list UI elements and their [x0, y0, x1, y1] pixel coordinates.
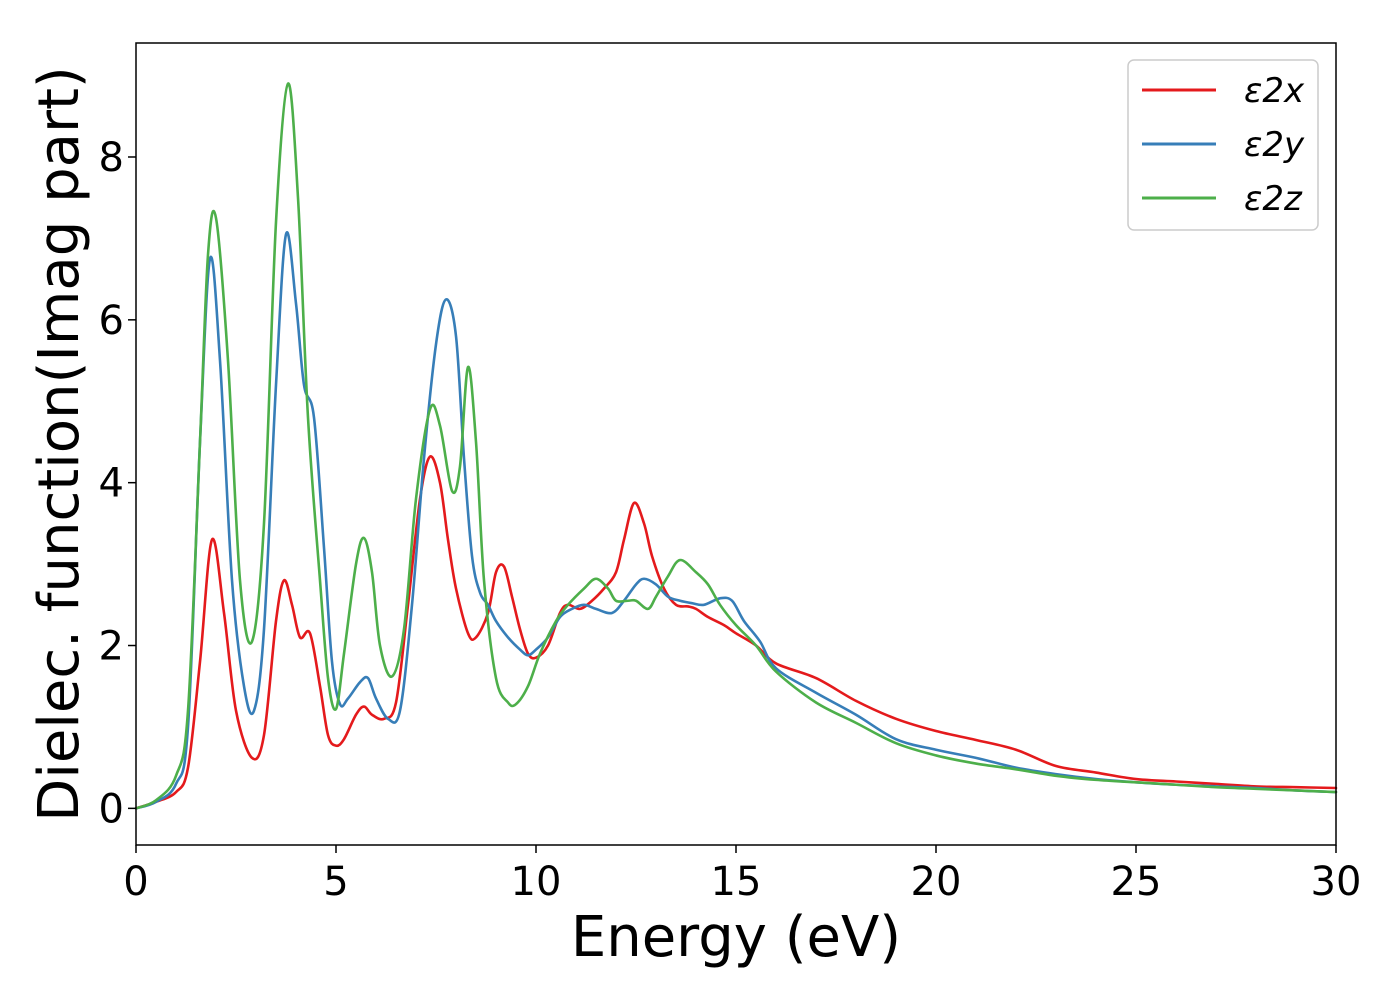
- y-tick-label: 6: [99, 298, 124, 344]
- legend-items: ε2x ε2y ε2z: [1142, 71, 1305, 219]
- y-tick-label: 4: [99, 461, 124, 507]
- series-line-2: [134, 231, 1338, 810]
- x-axis-ticks: 0 5 10 15 20 25 30: [123, 845, 1361, 905]
- y-tick-label: 0: [99, 786, 124, 832]
- x-tick-label: 25: [1111, 859, 1162, 905]
- x-tick-label: 15: [711, 859, 762, 905]
- series-layer: [134, 82, 1338, 810]
- legend-label: ε2x: [1244, 71, 1305, 111]
- legend-label: ε2y: [1244, 125, 1305, 165]
- x-tick-label: 5: [323, 859, 348, 905]
- legend-label: ε2z: [1244, 179, 1303, 219]
- y-tick-label: 8: [99, 135, 124, 181]
- legend-box: [1127, 59, 1319, 231]
- y-axis-ticks: 0 2 4 6 8: [99, 135, 136, 832]
- legend: ε2x ε2y ε2z: [1127, 59, 1319, 231]
- x-tick-label: 20: [911, 859, 962, 905]
- x-tick-label: 0: [123, 859, 148, 905]
- y-tick-label: 2: [99, 624, 124, 670]
- series-line-1: [134, 455, 1338, 810]
- series-line-3: [134, 82, 1338, 810]
- x-tick-label: 30: [1311, 859, 1362, 905]
- x-axis-label: Energy (eV): [571, 905, 901, 970]
- x-tick-label: 10: [511, 859, 562, 905]
- y-axis-label: Dielec. function(Imag part): [27, 66, 92, 822]
